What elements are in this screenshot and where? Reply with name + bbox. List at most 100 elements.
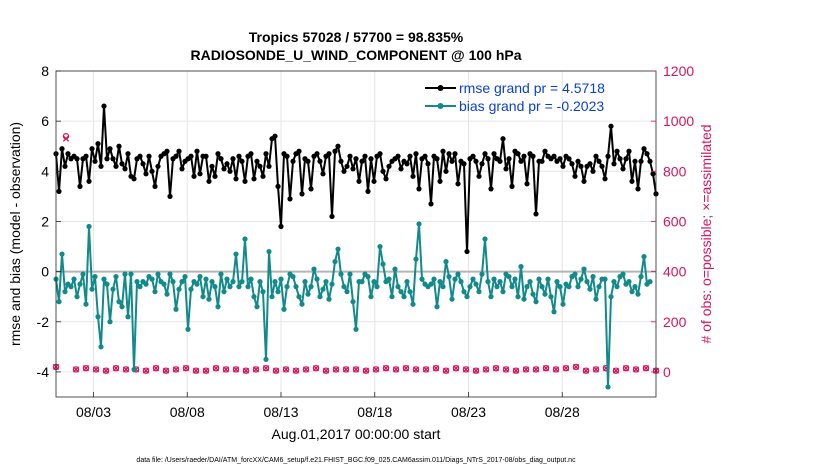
obs-assimilated-point (282, 366, 290, 373)
bias-point (371, 279, 377, 285)
rmse-point (116, 143, 122, 149)
bias-point (578, 276, 584, 282)
obs-possible-point (592, 366, 600, 373)
bias-point (179, 279, 185, 285)
obs-possible-point (332, 366, 340, 373)
bias-point (230, 279, 236, 285)
obs-possible-point (632, 366, 640, 373)
bias-point (506, 274, 512, 280)
rmse-point (440, 148, 446, 154)
bias-point (257, 279, 263, 285)
bias-point (74, 294, 80, 300)
rmse-point (497, 158, 503, 164)
rmse-point (92, 158, 98, 164)
rmse-point (227, 168, 233, 174)
bias-point (86, 223, 92, 230)
obs-assimilated-point (312, 365, 320, 372)
rmse-point (650, 171, 656, 177)
rmse-point (113, 163, 119, 169)
bias-point (305, 291, 311, 297)
bias-point (428, 281, 434, 287)
rmse-point (446, 151, 452, 157)
obs-assimilated-point (492, 365, 500, 372)
obs-possible-point (92, 366, 100, 373)
bias-point (488, 294, 494, 300)
obs-assimilated-point (292, 367, 300, 374)
obs-assimilated-point (272, 367, 280, 374)
obs-possible-point (282, 366, 290, 373)
bias-point (149, 276, 155, 282)
x-tick-label: 08/23 (451, 404, 486, 420)
obs-possible-point (112, 364, 120, 372)
bias-point (221, 289, 227, 295)
bias-point (482, 236, 488, 242)
bias-point (395, 284, 401, 290)
rmse-point (608, 123, 614, 129)
bias-point (161, 281, 167, 287)
bias-point (467, 284, 473, 290)
obs-possible-point (292, 367, 300, 374)
obs-possible-point (242, 367, 250, 374)
obs-possible-point (522, 366, 530, 373)
bias-point (437, 279, 443, 285)
obs-possible-point (222, 366, 230, 373)
bias-point (419, 276, 425, 282)
obs-assimilated-point (302, 366, 310, 373)
obs-possible-point (162, 367, 170, 374)
obs-assimilated-point (242, 367, 250, 374)
bias-point (497, 279, 503, 285)
legend-bias-label: bias grand pr = -0.2023 (459, 98, 604, 114)
bias-point (596, 284, 602, 290)
rmse-point (395, 153, 401, 159)
bias-point (335, 246, 341, 252)
rmse-point (413, 151, 419, 157)
bias-point (275, 289, 281, 295)
rmse-point (356, 178, 362, 184)
obs-assimilated-point (342, 366, 350, 373)
left-tick-label: 0 (41, 264, 49, 280)
bias-point (365, 274, 371, 280)
left-tick-label: 6 (41, 113, 49, 129)
bias-point (368, 294, 374, 300)
obs-assimilated-point (612, 367, 620, 374)
rmse-line (55, 105, 657, 253)
rmse-point (59, 146, 65, 152)
obs-possible-point (532, 366, 540, 373)
rmse-point (257, 163, 263, 169)
bias-point (341, 284, 347, 290)
bias-point (575, 284, 581, 290)
bias-point (635, 291, 641, 297)
obs-assimilated-point (192, 367, 200, 374)
rmse-point (110, 156, 116, 162)
rmse-point (500, 136, 506, 142)
obs-assimilated-point (92, 366, 100, 373)
obs-possible-point (622, 364, 630, 372)
rmse-point (482, 151, 488, 157)
obs-possible-point (572, 363, 580, 371)
bias-point (548, 294, 554, 300)
bias-point (404, 279, 410, 285)
x-tick-label: 08/28 (545, 404, 580, 420)
rmse-point (278, 223, 284, 230)
obs-assimilated-point (502, 366, 510, 373)
bias-point (338, 271, 344, 277)
x-tick-label: 08/18 (357, 404, 392, 420)
x-axis-label: Aug.01,2017 00:00:00 start (272, 426, 441, 442)
bias-point (572, 271, 578, 277)
bias-point (641, 253, 647, 260)
bias-point (344, 289, 350, 295)
rmse-point (410, 173, 416, 179)
bias-point (647, 279, 653, 285)
rmse-point (275, 183, 281, 189)
bias-point (302, 279, 308, 285)
bias-point (452, 276, 458, 282)
bias-point (581, 266, 587, 272)
obs-assimilated-point (172, 366, 180, 373)
rmse-point (326, 151, 332, 157)
obs-assimilated-point (72, 366, 80, 373)
bias-point (77, 281, 83, 287)
rmse-point (263, 151, 269, 157)
bias-point (584, 279, 590, 285)
bias-point (461, 289, 467, 295)
right-tick-label: 200 (663, 314, 687, 330)
